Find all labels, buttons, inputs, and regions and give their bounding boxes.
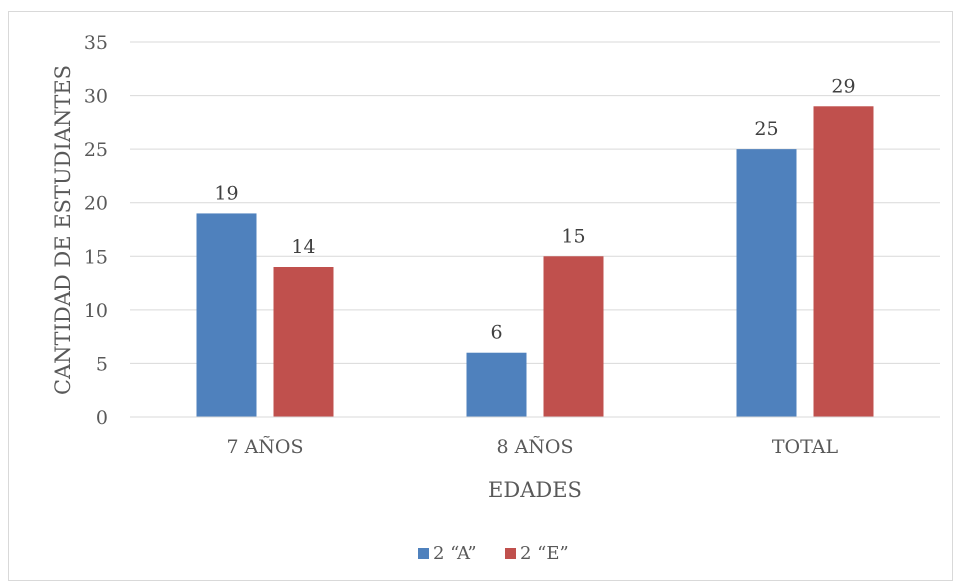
y-tick-label: 25 — [84, 139, 108, 161]
y-tick-label: 0 — [96, 407, 108, 429]
bar-e-2 — [813, 106, 874, 418]
x-axis-title: EDADES — [488, 478, 582, 502]
data-label: 15 — [561, 225, 585, 247]
data-label: 19 — [214, 182, 238, 204]
bars — [196, 106, 874, 418]
y-tick-label: 5 — [96, 353, 108, 375]
legend-swatch — [505, 548, 516, 559]
y-tick-label: 10 — [84, 300, 108, 322]
x-axis-ticks: 7 AÑOS 8 AÑOS TOTAL — [226, 435, 838, 458]
y-tick-label: 30 — [84, 86, 108, 108]
legend-label: 2 “E” — [520, 543, 569, 564]
bar-a-2 — [736, 149, 797, 417]
data-label: 29 — [831, 75, 855, 97]
legend-label: 2 “A” — [433, 543, 477, 564]
bar-e-1 — [543, 256, 604, 417]
x-tick-label: 8 AÑOS — [496, 435, 573, 458]
x-tick-label: TOTAL — [772, 436, 839, 458]
y-axis-ticks: 0 5 10 15 20 25 30 35 — [84, 32, 108, 429]
data-label: 14 — [291, 236, 315, 258]
gridlines — [130, 41, 940, 364]
legend-swatch — [418, 548, 429, 559]
data-label: 6 — [490, 322, 502, 344]
bar-a-1 — [466, 352, 527, 417]
data-label: 25 — [754, 118, 778, 140]
data-labels: 19 14 6 15 25 29 — [214, 75, 855, 343]
legend: 2 “A” 2 “E” — [418, 543, 569, 564]
y-axis-title: CANTIDAD DE ESTUDIANTES — [51, 65, 75, 395]
y-tick-label: 35 — [84, 32, 108, 54]
x-tick-label: 7 AÑOS — [226, 435, 303, 458]
bar-e-0 — [273, 267, 334, 417]
bar-a-0 — [196, 213, 257, 417]
y-tick-label: 15 — [84, 246, 108, 268]
y-tick-label: 20 — [84, 193, 108, 215]
